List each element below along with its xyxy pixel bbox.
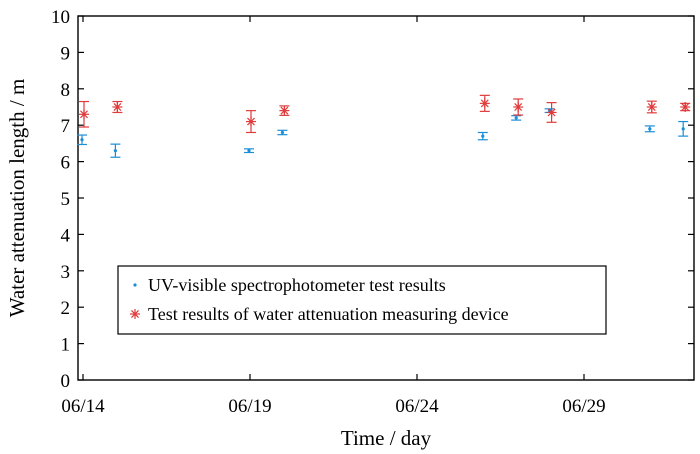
data-point [113,149,117,153]
x-axis-ticks: 06/14 06/19 06/24 06/29 [61,16,606,417]
data-point [479,98,490,109]
data-point [80,138,84,142]
legend-label-device: Test results of water attenuation measur… [148,304,509,324]
x-tick-label: 06/14 [61,396,105,417]
data-point [247,149,251,153]
legend-label-uv: UV-visible spectrophotometer test result… [148,275,446,295]
data-point [481,134,485,138]
y-axis-ticks: 0 1 2 3 4 5 6 7 8 9 10 [51,7,694,392]
y-tick-label: 7 [61,116,71,137]
series-0 [77,108,689,158]
data-point [680,102,691,112]
legend-marker-device [130,309,140,319]
data-point [648,127,652,131]
data-point [280,130,284,135]
y-tick-label: 10 [51,7,70,28]
legend-marker-glyph [130,309,140,319]
y-tick-label: 6 [61,153,71,174]
data-point [546,107,557,118]
y-tick-label: 8 [61,80,71,101]
legend-marker-glyph [133,283,137,287]
y-tick-label: 5 [61,189,71,210]
data-point [514,116,518,120]
y-axis-label: Water attenuation length / m [5,79,29,318]
data-point [246,116,256,127]
data-point [646,102,657,112]
y-tick-label: 4 [61,225,71,246]
series-1 [79,94,691,134]
y-tick-label: 9 [61,43,71,64]
y-tick-label: 2 [61,298,71,319]
x-tick-label: 06/24 [395,396,439,417]
y-tick-label: 0 [61,371,71,392]
x-axis-label: Time / day [341,426,432,450]
x-tick-label: 06/29 [562,396,605,417]
legend-box [117,265,607,335]
data-point [513,102,524,112]
x-tick-label: 06/19 [228,396,271,417]
data-point [681,127,685,131]
y-tick-label: 1 [61,335,71,356]
data-point [112,102,123,112]
legend: UV-visible spectrophotometer test result… [117,265,607,335]
data-point [79,109,89,120]
data-point [279,105,290,116]
series-layer [77,94,691,158]
y-tick-label: 3 [61,262,71,283]
legend-marker-uv [133,283,137,287]
